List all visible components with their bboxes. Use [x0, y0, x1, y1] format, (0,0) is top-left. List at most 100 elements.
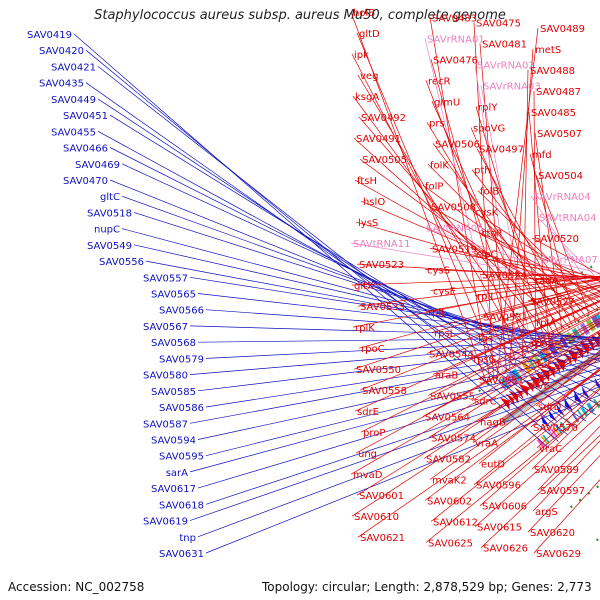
backbone-group — [501, 350, 600, 426]
forward-gene-label: SAV0524 — [482, 271, 527, 282]
forward-leader-line — [360, 200, 600, 303]
forward-gene-label: SAV0483 — [432, 13, 477, 24]
forward-gene-label: SAV0527 — [530, 297, 575, 308]
forward-gene-label: SAV0491 — [356, 134, 401, 145]
forward-leader-line — [426, 290, 600, 354]
forward-gene-label: SAV0489 — [540, 24, 585, 35]
reverse-leader-line — [189, 276, 600, 342]
forward-gene-label: folB — [480, 187, 499, 198]
forward-leader-line — [422, 185, 597, 311]
forward-gene-label: SAV0505 — [362, 155, 407, 166]
forward-gene-label: gltX — [354, 281, 374, 292]
reverse-gene-label: SAV0451 — [63, 111, 108, 122]
forward-gene-label: SAVrRNA03 — [483, 82, 541, 93]
forward-leader-line — [354, 301, 600, 412]
reverse-label-group: SAV0419 SAV0420 SAV0421 SAV0435 SAV0449 SAV04… — [27, 30, 600, 560]
forward-leader-line — [474, 279, 600, 296]
reverse-gene-label: sarA — [166, 468, 188, 479]
forward-gene-label: SAV0582 — [426, 455, 471, 466]
cog-block — [555, 425, 563, 435]
forward-leader-line — [360, 311, 600, 433]
forward-gene-label: pth — [474, 166, 491, 177]
cog-block — [550, 428, 558, 438]
forward-leader-line — [479, 274, 600, 278]
forward-gene-label: rplA — [536, 318, 556, 329]
forward-gene-label: SAV0492 — [361, 113, 406, 124]
reverse-leader-line — [121, 195, 600, 369]
forward-leader-line — [473, 22, 494, 380]
forward-leader-line — [533, 90, 536, 350]
forward-leader-line — [424, 38, 504, 373]
forward-cds-arrow — [514, 387, 524, 400]
forward-leader-line — [536, 388, 600, 449]
forward-gene-label: ctsR — [481, 229, 503, 240]
forward-leader-line — [359, 294, 600, 391]
forward-leader-line — [427, 308, 600, 396]
forward-gene-label: SAV0550 — [356, 365, 401, 376]
forward-gene-label: SAVrRNA04 — [533, 192, 591, 203]
forward-leader-line — [531, 402, 600, 470]
forward-gene-label: SAV0476 — [433, 55, 478, 66]
forward-gene-label: mvaD — [353, 470, 383, 481]
forward-leader-line — [358, 116, 553, 339]
forward-gene-label: mfd — [532, 150, 552, 161]
forward-gene-label: rpsL — [434, 328, 456, 339]
forward-leader-line — [429, 357, 600, 480]
reverse-gene-label: SAV0595 — [159, 452, 204, 463]
forward-leader-line — [470, 300, 600, 360]
forward-gene-label: SAVrRNA07 — [540, 255, 598, 266]
forward-cds-arrow — [500, 397, 510, 411]
cog-block — [530, 356, 539, 368]
reverse-leader-line — [109, 114, 596, 416]
reverse-gene-label: SAV0567 — [143, 322, 188, 333]
forward-gene-label: proP — [363, 428, 385, 439]
forward-gene-label: SAV0506 — [435, 139, 480, 150]
reverse-leader-line — [197, 293, 600, 340]
reverse-gene-label: SAV0420 — [39, 46, 84, 57]
reverse-gene-label: SAV0565 — [151, 290, 196, 301]
forward-leader-line — [422, 317, 600, 417]
reverse-gene-label: SAV0466 — [63, 144, 108, 155]
forward-gene-label: SAV0625 — [428, 539, 473, 550]
forward-gene-label: SAV0615 — [477, 523, 522, 534]
forward-gene-label: SAVtRNA04 — [539, 213, 597, 224]
accession-text: Accession: NC_002758 — [8, 580, 145, 594]
reverse-gene-label: SAV0557 — [143, 273, 188, 284]
forward-gene-label: recR — [428, 76, 451, 87]
forward-gene-label: prs — [429, 118, 445, 129]
forward-cds-arrow — [524, 379, 534, 393]
reverse-gene-label: SAV0586 — [159, 403, 204, 414]
forward-leader-line — [477, 190, 600, 309]
forward-gene-label: metS — [535, 45, 561, 56]
cog-block — [503, 376, 513, 388]
topology-text: Topology: circular; Length: 2,878,529 bp… — [262, 580, 592, 594]
forward-leader-line — [537, 258, 600, 274]
forward-leader-line — [533, 479, 600, 554]
forward-gene-label: SAV0520 — [534, 234, 579, 245]
forward-gene-label: rplK — [355, 323, 375, 334]
forward-gene-label: gltD — [359, 29, 380, 40]
reverse-gene-label: SAV0587 — [143, 419, 188, 430]
forward-gene-label: SAV0508 — [431, 202, 476, 213]
forward-gene-label: mvaK2 — [432, 476, 467, 487]
forward-leader-line — [532, 440, 600, 512]
forward-gene-label: cysS — [427, 265, 450, 276]
forward-leader-line — [356, 343, 600, 496]
forward-gene-label: SAV0531 — [483, 313, 528, 324]
forward-gene-label: folP — [425, 181, 443, 192]
forward-leader-line — [428, 331, 600, 438]
forward-leader-line — [471, 323, 600, 401]
reverse-gene-label: SAV0617 — [151, 484, 196, 495]
backbone-highlight — [504, 356, 600, 426]
forward-gene-label: SAV0481 — [482, 40, 527, 51]
forward-gene-label: vraA — [475, 439, 498, 450]
reverse-leader-line — [197, 367, 600, 489]
cog-block — [580, 406, 589, 417]
reverse-leader-line — [205, 374, 600, 505]
forward-leader-line — [423, 342, 600, 459]
reverse-leader-line — [205, 357, 600, 457]
forward-cds-arrow — [518, 383, 528, 397]
forward-leader-line — [530, 367, 600, 428]
reverse-cds-arrow — [556, 403, 566, 417]
